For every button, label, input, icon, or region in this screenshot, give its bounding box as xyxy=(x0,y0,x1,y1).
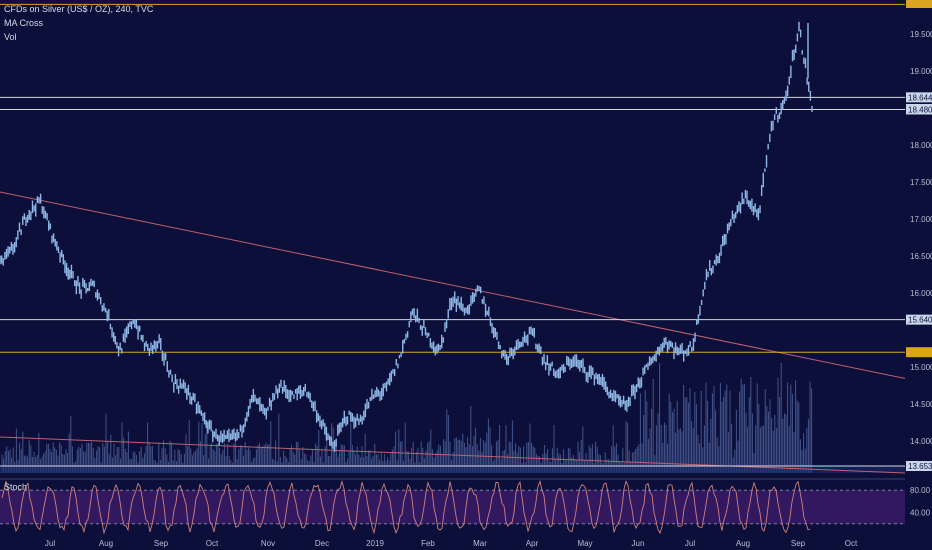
stoch-pane xyxy=(0,478,932,535)
time-axis-label: Nov xyxy=(261,539,275,548)
time-axis-label: Aug xyxy=(736,539,750,548)
volume-bars xyxy=(0,363,905,473)
price-axis-label: 19.500 xyxy=(910,30,932,39)
time-axis-label: May xyxy=(577,539,592,548)
time-axis-label: 2019 xyxy=(366,539,384,548)
gold-level-tag xyxy=(906,347,932,358)
price-tag-label: 15.640 xyxy=(908,316,932,325)
time-axis-label: Apr xyxy=(526,539,539,548)
time-axis-label: Jun xyxy=(632,539,645,548)
price-axis-label: 19.000 xyxy=(910,67,932,76)
price-axis-bg xyxy=(905,0,932,550)
time-axis-label: Oct xyxy=(206,539,219,548)
time-axis-label: Sep xyxy=(791,539,806,548)
time-axis-label: Mar xyxy=(473,539,487,548)
horizontal-levels[interactable] xyxy=(0,3,905,467)
stoch-axis-label: 40.00 xyxy=(910,509,931,518)
time-axis-label: Jul xyxy=(685,539,695,548)
time-axis-label: Aug xyxy=(99,539,113,548)
time-axis-label: Oct xyxy=(845,539,858,548)
price-tag-label: 18.480 xyxy=(908,105,932,114)
price-axis-label: 15.000 xyxy=(910,363,932,372)
lower-trendline[interactable] xyxy=(0,436,906,474)
time-axis-label: Sep xyxy=(154,539,169,548)
price-axis-label: 17.500 xyxy=(910,178,932,187)
stoch-axis-label: 80.00 xyxy=(910,486,931,495)
price-bars xyxy=(0,21,813,452)
price-tag-label: 18.644 xyxy=(908,93,932,102)
time-axis-label: Feb xyxy=(421,539,435,548)
price-axis-label: 14.000 xyxy=(910,437,932,446)
price-axis-label: 14.500 xyxy=(910,400,932,409)
price-axis-label: 16.500 xyxy=(910,252,932,261)
volume-base xyxy=(0,466,905,473)
price-tag-bg xyxy=(906,461,932,471)
price-tag-bg xyxy=(906,314,932,325)
price-axis-label: 16.000 xyxy=(910,289,932,298)
stoch-label[interactable]: Stoch xyxy=(4,482,28,492)
legend-symbol[interactable]: CFDs on Silver (US$ / OZ), 240, TVC xyxy=(4,4,154,14)
time-axis-label: Jul xyxy=(45,539,55,548)
price-tag-bg xyxy=(906,104,932,115)
time-axis[interactable]: Jul Aug Sep Oct Nov Dec 2019 Feb Mar Apr May Jun Jul… xyxy=(45,539,858,548)
time-axis-label: Dec xyxy=(315,539,329,548)
price-axis[interactable]: 19.50019.00018.64401:49:2418.48018.00017… xyxy=(905,0,932,550)
price-tag-label: 13.653 xyxy=(908,462,932,471)
gold-level-tag xyxy=(906,0,932,8)
legend-ma-cross[interactable]: MA Cross xyxy=(4,18,44,28)
stoch-k-line xyxy=(1,479,811,535)
price-tag-bg xyxy=(906,92,932,103)
legend-volume[interactable]: Vol xyxy=(4,32,17,42)
price-axis-label: 18.000 xyxy=(910,141,932,150)
price-axis-label: 17.000 xyxy=(910,215,932,224)
